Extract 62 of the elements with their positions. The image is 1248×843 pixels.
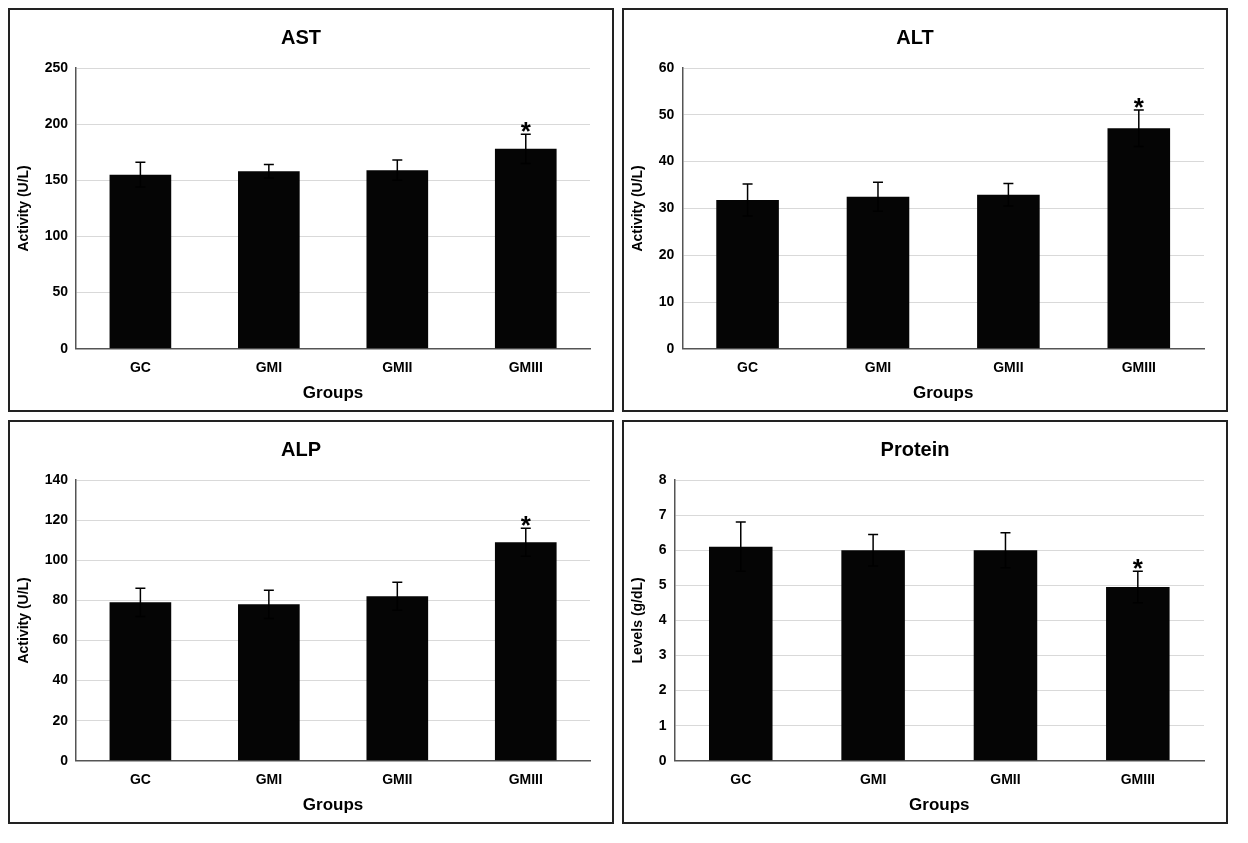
chart-title: AST	[281, 25, 321, 48]
y-tick-label: 1	[658, 716, 667, 733]
x-tick-label: GC	[129, 359, 151, 376]
y-tick-label: 250	[44, 58, 69, 75]
y-tick-label: 50	[658, 105, 675, 122]
x-tick-label: GC	[730, 771, 752, 788]
y-tick-label: 80	[52, 591, 69, 608]
x-tick-label: GMII	[382, 771, 413, 788]
chart-title: Protein	[880, 437, 950, 460]
y-tick-label: 4	[658, 611, 667, 628]
y-axis-title: Activity (U/L)	[629, 165, 646, 252]
x-tick-label: GMI	[859, 771, 887, 788]
annotation: *	[1133, 92, 1145, 123]
annotation: *	[520, 510, 532, 541]
y-tick-label: 100	[44, 227, 69, 244]
y-tick-label: 40	[52, 671, 69, 688]
annotation: *	[520, 116, 532, 147]
x-tick-label: GMI	[255, 359, 283, 376]
y-axis-title: Levels (g/dL)	[629, 577, 646, 664]
y-tick-label: 10	[658, 292, 675, 309]
x-tick-label: GMII	[990, 771, 1021, 788]
y-tick-label: 50	[52, 283, 69, 300]
x-axis-title: Groups	[912, 383, 974, 403]
y-tick-label: 0	[60, 751, 69, 768]
x-tick-label: GC	[737, 359, 759, 376]
y-tick-label: 0	[60, 339, 69, 356]
chart-title: ALT	[896, 25, 934, 48]
y-tick-label: 200	[44, 115, 69, 132]
y-tick-label: 30	[658, 199, 675, 216]
x-tick-label: GMI	[255, 771, 283, 788]
x-tick-label: GC	[129, 771, 151, 788]
x-tick-label: GMIII	[1120, 771, 1155, 788]
chart-title: ALP	[281, 437, 321, 460]
y-tick-label: 60	[52, 631, 69, 648]
y-tick-label: 2	[658, 681, 667, 698]
x-axis-title: Groups	[302, 383, 364, 403]
y-tick-label: 40	[658, 152, 675, 169]
y-tick-label: 20	[658, 246, 675, 263]
x-tick-label: GMII	[993, 359, 1024, 376]
annotation: *	[1132, 553, 1144, 584]
x-tick-label: GMII	[382, 359, 413, 376]
x-axis-title: Groups	[909, 795, 970, 815]
x-tick-label: GMIII	[1121, 359, 1156, 376]
x-tick-label: GMI	[864, 359, 892, 376]
y-tick-label: 0	[658, 751, 667, 768]
y-tick-label: 140	[44, 470, 69, 487]
y-tick-label: 100	[44, 551, 69, 568]
y-tick-label: 20	[52, 711, 69, 728]
y-tick-label: 8	[658, 470, 667, 487]
x-tick-label: GMIII	[508, 771, 543, 788]
y-tick-label: 5	[658, 576, 667, 593]
y-tick-label: 0	[666, 339, 675, 356]
y-tick-label: 120	[44, 510, 69, 527]
y-tick-label: 3	[658, 646, 667, 663]
y-tick-label: 60	[658, 58, 675, 75]
x-axis-title: Groups	[302, 795, 364, 815]
y-axis-title: Activity (U/L)	[15, 165, 32, 252]
y-tick-label: 7	[658, 505, 667, 522]
y-tick-label: 150	[44, 171, 69, 188]
y-tick-label: 6	[658, 541, 667, 558]
x-tick-label: GMIII	[508, 359, 543, 376]
y-axis-title: Activity (U/L)	[15, 577, 32, 664]
